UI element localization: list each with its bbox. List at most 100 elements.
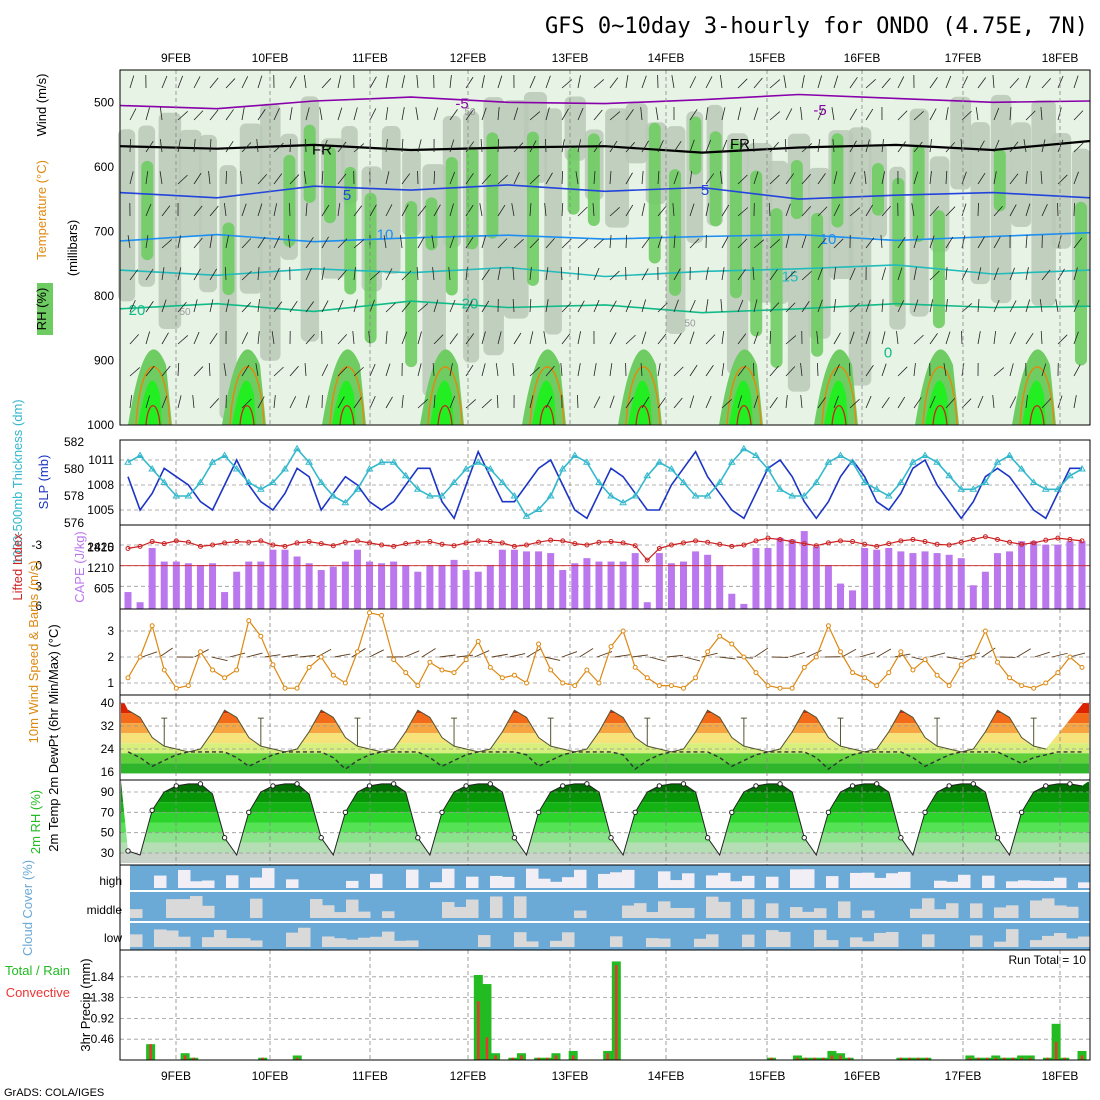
rh-band-mid [158, 112, 182, 330]
rh2m-marker [390, 781, 397, 787]
cape-bar [317, 570, 325, 609]
slp-tick-label: 1005 [87, 503, 114, 517]
lifted-index-marker [1079, 538, 1085, 544]
cloud-cell-middle [178, 899, 191, 918]
wind-barb [849, 362, 851, 377]
rh-band-mid [970, 122, 990, 285]
wind-barb [127, 235, 131, 249]
cloud-cell-high [250, 877, 263, 888]
wind10-marker [765, 683, 771, 689]
wind-barb [689, 331, 695, 345]
wind-barb [1041, 398, 1052, 409]
cloud-cell-high [154, 875, 167, 888]
thickness-marker [788, 492, 797, 499]
wind-barb [832, 139, 835, 153]
lifted-index-marker [1019, 541, 1025, 547]
cape-bar [450, 559, 458, 609]
lifted-index-marker [680, 540, 686, 546]
wind-barb [881, 171, 886, 185]
slp-axis-label: SLP (mb) [36, 455, 51, 510]
thickness-tick-label: 578 [64, 489, 84, 503]
lifted-index-marker [294, 540, 300, 546]
wind-barb [337, 366, 348, 377]
cape-bar [728, 593, 736, 609]
wind-barb [353, 267, 356, 281]
thickness-marker [462, 465, 471, 472]
cape-tick-label: 2420 [87, 540, 114, 554]
wind-barb [1025, 299, 1031, 313]
temp-tick-label: 40 [101, 696, 115, 710]
wind-barb [1039, 299, 1043, 313]
wind10-marker [499, 675, 505, 681]
wind10-marker [197, 649, 203, 655]
wind-barb [720, 299, 723, 313]
thickness-marker [474, 458, 483, 465]
wind10-barb [614, 654, 631, 658]
wind-barb [625, 334, 636, 345]
lifted-index-marker [886, 541, 892, 547]
cape-tick-label: 605 [94, 582, 114, 596]
wind-barb [977, 331, 981, 345]
wind-barb [193, 110, 204, 121]
rh-band-green [344, 166, 357, 295]
cloud-cell-low [478, 935, 491, 947]
lifted-index-marker [850, 539, 856, 545]
wind-barb [159, 107, 163, 121]
wind10-marker [1055, 670, 1061, 676]
wind-barb [129, 269, 139, 281]
lifted-index-marker [741, 542, 747, 548]
lifted-index-marker [234, 539, 240, 545]
cloud-cell-low [178, 936, 191, 947]
wind-barb [145, 203, 152, 217]
wind-barb [273, 142, 284, 153]
wind-barb [193, 268, 201, 281]
cape-bar [233, 571, 241, 609]
wind-barb [593, 299, 600, 313]
wind-barb [433, 107, 439, 121]
wind-barb [705, 139, 712, 153]
wind-barb [929, 206, 939, 217]
wind-barb [833, 395, 839, 409]
thickness-marker [365, 465, 374, 472]
wind-barb [801, 235, 807, 249]
slp-tick-label: 1011 [88, 453, 114, 467]
thickness-marker [981, 478, 990, 485]
cloud-cell-low [514, 932, 527, 947]
wind-barb [625, 109, 634, 121]
wind-barb [529, 299, 532, 313]
thickness-marker [208, 458, 217, 465]
wind10-barb [369, 649, 384, 658]
lifted-index-marker [511, 543, 517, 549]
date-label-bottom: 14FEB [648, 1069, 685, 1083]
rh2m-marker [463, 783, 469, 789]
cloud-cell-middle [766, 903, 779, 918]
cloud-cell-high [802, 869, 815, 888]
wind10-marker [922, 657, 928, 663]
wind10-marker [258, 633, 264, 639]
wind-side-label: Wind (m/s) [34, 74, 49, 137]
wind-barb [1073, 395, 1077, 409]
wind-barb [305, 107, 310, 121]
wind-barb [193, 205, 203, 217]
wind-barb [1073, 364, 1081, 377]
cloud-cell-low [238, 938, 251, 947]
wind10-barb [264, 654, 281, 658]
cloud-cell-high [406, 869, 419, 888]
isotherm-30-loop [145, 404, 161, 426]
wind-barb [945, 170, 948, 185]
cape-bar [269, 549, 277, 609]
wind-barb [800, 107, 803, 121]
wind-barb [897, 396, 906, 409]
wind-barb [993, 267, 999, 281]
precip-total-bar [482, 984, 492, 1060]
thickness-marker [909, 458, 917, 465]
wind10-marker [282, 685, 288, 691]
date-label-top: 14FEB [648, 51, 685, 65]
wind-barb [593, 363, 597, 377]
cloud-cell-high [502, 876, 515, 888]
wind-barb [513, 142, 524, 153]
lifted-index-marker [705, 539, 711, 545]
wind-barb [865, 395, 872, 409]
wind-barb [641, 140, 649, 153]
wind-barb [369, 108, 377, 121]
